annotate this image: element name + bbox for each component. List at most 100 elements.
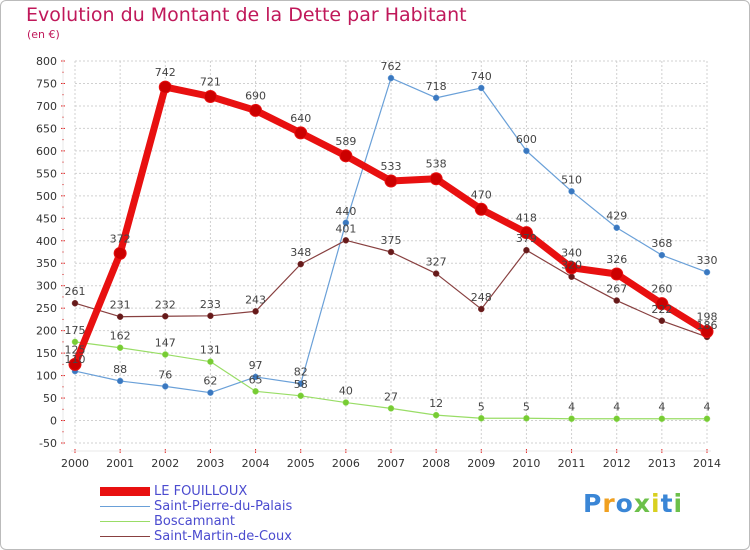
data-point-boscamnant bbox=[658, 415, 666, 422]
data-point-le-fouilloux bbox=[294, 126, 308, 140]
data-point-saint-pierre-du-palais bbox=[387, 74, 395, 82]
data-label-boscamnant: 27 bbox=[384, 390, 398, 403]
data-point-saint-martin-de-coux bbox=[478, 305, 485, 313]
data-labels: 261 231 232 233 243 348 401 375 327 248 379 320 267 2… bbox=[65, 60, 718, 414]
data-label-saint-pierre-du-palais: 510 bbox=[561, 173, 582, 186]
data-point-boscamnant bbox=[568, 415, 575, 422]
x-tick-label: 2009 bbox=[467, 457, 495, 470]
data-label-le-fouilloux: 721 bbox=[200, 76, 221, 89]
data-label-saint-pierre-du-palais: 368 bbox=[651, 237, 672, 250]
y-tick-label: 500 bbox=[36, 190, 57, 203]
data-point-le-fouilloux bbox=[565, 261, 579, 275]
legend-item-saint-martin-de-coux: Saint-Martin-de-Coux bbox=[100, 529, 360, 544]
data-point-saint-martin-de-coux bbox=[162, 313, 169, 320]
y-tick-label: 0 bbox=[50, 415, 57, 428]
series-points bbox=[68, 74, 714, 422]
data-label-saint-pierre-du-palais: 440 bbox=[335, 205, 356, 218]
legend-label: LE FOUILLOUX bbox=[154, 484, 248, 499]
data-point-saint-pierre-du-palais bbox=[207, 389, 214, 396]
data-label-le-fouilloux: 589 bbox=[335, 135, 356, 148]
data-point-saint-pierre-du-palais bbox=[116, 377, 124, 385]
data-label-boscamnant: 5 bbox=[478, 400, 485, 413]
data-point-saint-martin-de-coux bbox=[523, 246, 530, 254]
data-label-saint-martin-de-coux: 401 bbox=[335, 222, 356, 235]
legend-item-le-fouilloux: LE FOUILLOUX bbox=[100, 484, 360, 499]
data-label-saint-martin-de-coux: 379 bbox=[516, 232, 537, 245]
legend-label: Saint-Pierre-du-Palais bbox=[154, 499, 293, 514]
data-point-boscamnant bbox=[342, 399, 350, 406]
x-tick-label: 2013 bbox=[648, 457, 676, 470]
y-tick-label: 600 bbox=[36, 145, 57, 158]
data-label-le-fouilloux: 470 bbox=[471, 188, 492, 201]
legend-swatch bbox=[100, 487, 150, 496]
data-label-le-fouilloux: 533 bbox=[381, 160, 402, 173]
data-point-boscamnant bbox=[207, 358, 214, 365]
data-label-boscamnant: 4 bbox=[704, 401, 711, 414]
y-tick-label: 250 bbox=[36, 302, 57, 315]
logo-letter: P bbox=[583, 489, 603, 518]
data-label-saint-pierre-du-palais: 762 bbox=[381, 60, 402, 73]
data-label-le-fouilloux: 690 bbox=[245, 89, 266, 102]
x-tick-label: 2006 bbox=[332, 457, 360, 470]
y-tick-label: -50 bbox=[39, 437, 57, 450]
data-point-le-fouilloux bbox=[610, 267, 624, 281]
x-tick-label: 2008 bbox=[422, 457, 450, 470]
data-label-boscamnant: 175 bbox=[65, 324, 86, 337]
data-point-saint-martin-de-coux bbox=[342, 237, 350, 244]
proxiti-logo: Proxiti bbox=[583, 489, 683, 518]
data-label-le-fouilloux: 538 bbox=[426, 158, 447, 171]
data-label-saint-martin-de-coux: 261 bbox=[65, 285, 86, 298]
data-label-boscamnant: 147 bbox=[155, 336, 176, 349]
y-tick-label: 550 bbox=[36, 167, 57, 180]
data-label-le-fouilloux: 326 bbox=[606, 253, 627, 266]
data-label-saint-pierre-du-palais: 62 bbox=[203, 375, 217, 388]
x-tick-label: 2003 bbox=[196, 457, 224, 470]
data-point-boscamnant bbox=[523, 415, 530, 422]
data-label-le-fouilloux: 418 bbox=[516, 212, 537, 225]
data-label-saint-martin-de-coux: 222 bbox=[651, 303, 672, 316]
x-tick-label: 2011 bbox=[558, 457, 586, 470]
y-tick-label: 100 bbox=[36, 370, 57, 383]
x-tick-label: 2001 bbox=[106, 457, 134, 470]
data-label-saint-martin-de-coux: 243 bbox=[245, 293, 266, 306]
y-tick-label: 150 bbox=[36, 347, 57, 360]
data-point-le-fouilloux bbox=[519, 226, 533, 240]
data-point-saint-martin-de-coux bbox=[568, 273, 575, 280]
y-tick-label: 50 bbox=[43, 392, 57, 405]
data-label-saint-pierre-du-palais: 718 bbox=[426, 80, 447, 93]
x-tick-label: 2014 bbox=[693, 457, 721, 470]
data-point-saint-pierre-du-palais bbox=[162, 383, 169, 390]
data-point-boscamnant bbox=[432, 411, 440, 419]
data-point-boscamnant bbox=[71, 338, 79, 346]
logo-letter: i bbox=[651, 489, 661, 518]
x-tick-label: 2007 bbox=[377, 457, 405, 470]
x-tick-label: 2002 bbox=[151, 457, 179, 470]
y-tick-label: 650 bbox=[36, 122, 57, 135]
data-label-boscamnant: 40 bbox=[339, 385, 353, 398]
chart-title: Evolution du Montant de la Dette par Hab… bbox=[26, 4, 467, 26]
data-label-boscamnant: 4 bbox=[568, 401, 575, 414]
data-label-boscamnant: 58 bbox=[294, 378, 308, 391]
grid bbox=[74, 60, 708, 444]
data-label-saint-pierre-du-palais: 88 bbox=[113, 363, 127, 376]
data-label-boscamnant: 12 bbox=[429, 397, 443, 410]
data-point-saint-pierre-du-palais bbox=[703, 268, 711, 276]
data-label-saint-pierre-du-palais: 76 bbox=[158, 368, 172, 381]
x-tick-label: 2012 bbox=[603, 457, 631, 470]
data-point-saint-martin-de-coux bbox=[432, 270, 440, 277]
y-tick-label: 400 bbox=[36, 235, 57, 248]
data-label-saint-martin-de-coux: 186 bbox=[697, 319, 718, 332]
x-tick-label: 2000 bbox=[61, 457, 89, 470]
y-tick-label: 200 bbox=[36, 325, 57, 338]
data-label-boscamnant: 131 bbox=[200, 344, 221, 357]
logo-letter: r bbox=[602, 489, 616, 518]
legend-swatch bbox=[100, 506, 150, 507]
data-point-saint-martin-de-coux bbox=[71, 299, 79, 307]
data-point-boscamnant bbox=[162, 351, 169, 358]
data-label-saint-martin-de-coux: 267 bbox=[606, 283, 627, 296]
data-point-saint-martin-de-coux bbox=[207, 312, 214, 320]
data-label-le-fouilloux: 372 bbox=[110, 232, 131, 245]
data-point-saint-pierre-du-palais bbox=[297, 380, 304, 387]
data-label-le-fouilloux: 198 bbox=[697, 311, 718, 324]
